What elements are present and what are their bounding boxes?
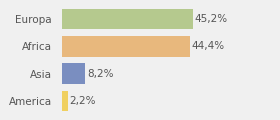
Text: 8,2%: 8,2% (87, 69, 113, 79)
Text: 45,2%: 45,2% (194, 14, 227, 24)
Bar (62, 91, 68, 111)
Bar (62, 9, 193, 29)
Bar (62, 63, 85, 84)
Text: 44,4%: 44,4% (192, 41, 225, 51)
Text: 2,2%: 2,2% (69, 96, 96, 106)
Bar (62, 36, 190, 57)
